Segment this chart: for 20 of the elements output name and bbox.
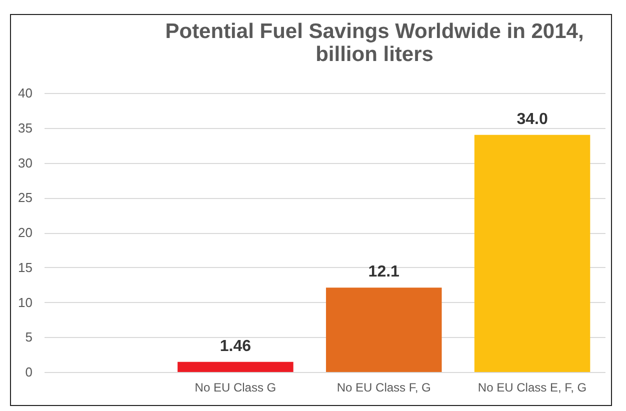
y-tick-label: 20 — [18, 225, 32, 240]
text: Potential Fuel Savings Worldwide in 2014, — [165, 20, 584, 43]
y-tick-label: 25 — [18, 190, 32, 206]
y-tick-label: 40 — [18, 86, 32, 100]
data-label: 1.46 — [220, 338, 252, 355]
bar — [178, 362, 294, 372]
x-tick-label: No EU Class E, F, G — [478, 380, 587, 394]
x-tick-label: No EU Class G — [194, 380, 276, 394]
y-tick-label: 10 — [18, 294, 32, 310]
y-tick-label: 0 — [25, 364, 32, 380]
data-label: 12.1 — [368, 264, 400, 281]
y-tick-label: 5 — [25, 330, 32, 345]
x-tick-label: No EU Class F, G — [336, 380, 431, 394]
y-tick-label: 15 — [18, 260, 32, 275]
data-label: 34.0 — [516, 110, 548, 128]
bar — [474, 134, 590, 372]
text: billion liters — [316, 43, 434, 66]
bar — [326, 288, 442, 372]
y-tick-label: 30 — [18, 155, 32, 170]
y-tick-label: 35 — [18, 120, 32, 136]
